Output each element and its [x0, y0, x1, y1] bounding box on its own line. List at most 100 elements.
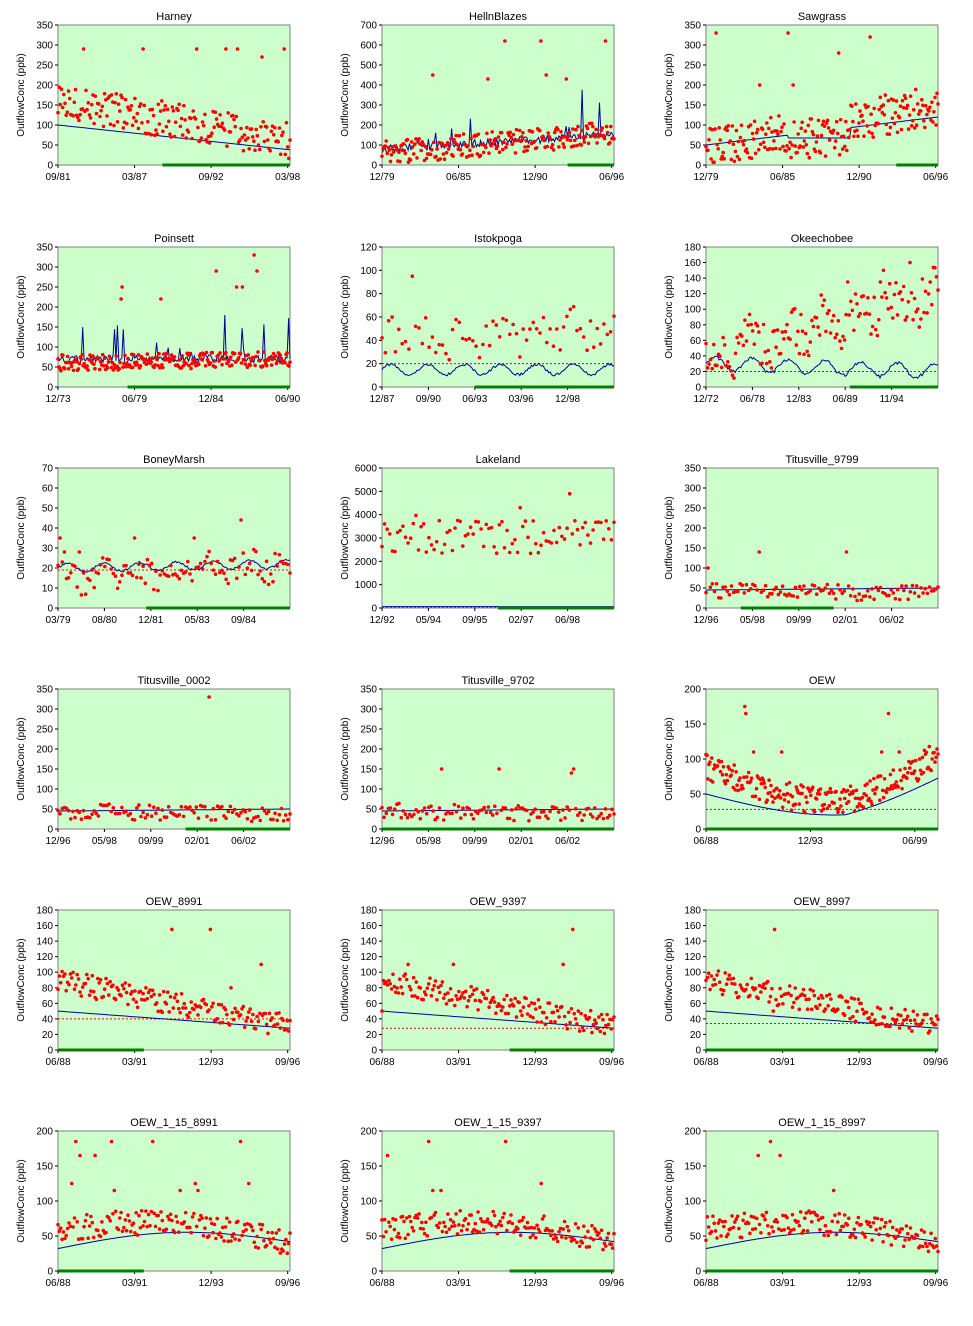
observed-point [845, 788, 850, 793]
observed-point [452, 802, 457, 807]
observed-point [230, 558, 235, 563]
observed-point [264, 1243, 269, 1248]
y-axis-label: OutflowConc (ppb) [340, 1159, 351, 1242]
observed-point [422, 806, 427, 810]
observed-point [901, 284, 906, 289]
observed-point [774, 585, 778, 590]
x-tick-label: 09/90 [416, 394, 441, 405]
observed-point [760, 127, 765, 132]
observed-point [932, 750, 936, 755]
observed-point [864, 1219, 869, 1224]
observed-point [235, 576, 239, 581]
observed-point [187, 363, 191, 368]
observed-point [156, 588, 160, 593]
observed-point [800, 992, 804, 996]
observed-point [795, 150, 799, 155]
x-tick-label: 05/98 [740, 615, 765, 626]
observed-point [746, 323, 750, 327]
x-tick-label: 12/90 [847, 172, 872, 183]
observed-point [911, 317, 915, 322]
observed-point [800, 791, 804, 796]
x-tick-label: 12/79 [369, 172, 394, 183]
observed-point [715, 363, 719, 368]
observed-point [828, 331, 833, 335]
observed-point [69, 571, 73, 575]
observed-point [148, 988, 152, 992]
observed-point [887, 281, 892, 286]
observed-point [109, 809, 113, 814]
observed-point [892, 121, 897, 126]
observed-point [100, 556, 105, 560]
observed-point [126, 1002, 130, 1007]
observed-point [507, 1220, 512, 1224]
observed-point [503, 1139, 508, 1144]
plot-area [381, 909, 615, 1051]
x-tick-label: 06/89 [833, 394, 858, 405]
observed-point [919, 586, 923, 590]
observed-point [424, 811, 429, 816]
y-tick-label: 40 [42, 524, 54, 535]
observed-series [704, 927, 940, 1035]
observed-point [407, 1214, 412, 1219]
observed-point [575, 527, 580, 532]
observed-point [866, 104, 870, 109]
observed-point [256, 1019, 261, 1024]
observed-point [473, 1221, 478, 1226]
observed-point [894, 99, 899, 103]
observed-point [172, 996, 177, 1000]
observed-point [531, 1233, 535, 1237]
observed-point [120, 805, 124, 810]
observed-point [439, 983, 443, 988]
observed-point [524, 996, 528, 1001]
observed-point [845, 999, 850, 1004]
observed-point [444, 150, 449, 155]
observed-point [382, 815, 386, 820]
observed-point [164, 1002, 169, 1006]
observed-point [605, 130, 610, 135]
observed-point [844, 550, 849, 554]
observed-point [440, 343, 445, 347]
observed-point [855, 598, 859, 603]
observed-point [150, 988, 155, 993]
observed-point [519, 139, 523, 143]
observed-point [548, 327, 552, 331]
observed-point [393, 990, 398, 995]
observed-point [227, 1023, 232, 1027]
observed-point [153, 363, 157, 367]
x-tick-label: 12/73 [45, 394, 70, 405]
observed-point [98, 1234, 103, 1239]
observed-point [111, 1212, 115, 1216]
chart-title: Sawgrass [798, 11, 847, 23]
observed-point [246, 136, 250, 140]
x-tick-label: 06/88 [369, 1278, 394, 1289]
x-tick-label: 09/96 [275, 1278, 300, 1289]
observed-point [162, 352, 166, 356]
observed-point [179, 804, 184, 809]
observed-point [524, 139, 528, 143]
observed-point [560, 1004, 564, 1009]
observed-point [137, 562, 141, 566]
observed-point [809, 117, 814, 121]
observed-point [706, 566, 710, 570]
observed-point [873, 791, 877, 796]
observed-point [921, 591, 925, 595]
observed-point [142, 1219, 147, 1224]
observed-point [132, 818, 137, 822]
observed-point [779, 750, 784, 754]
observed-point [145, 812, 150, 817]
observed-point [96, 1228, 100, 1233]
observed-point [897, 750, 901, 754]
observed-point [728, 1226, 733, 1231]
observed-point [575, 328, 579, 333]
chart-panel-oew-9397: OEW_9397 0 20 40 60 80 100 120 140 160 180 06/88 03/… [332, 893, 642, 1093]
observed-point [222, 128, 227, 132]
y-tick-label: 150 [684, 1162, 701, 1173]
x-tick-label: 12/93 [523, 1278, 548, 1289]
observed-point [919, 1228, 924, 1232]
observed-point [481, 544, 486, 549]
observed-point [277, 126, 282, 130]
observed-point [934, 755, 938, 760]
observed-point [550, 1229, 554, 1233]
observed-point [269, 363, 274, 367]
observed-point [712, 342, 716, 347]
